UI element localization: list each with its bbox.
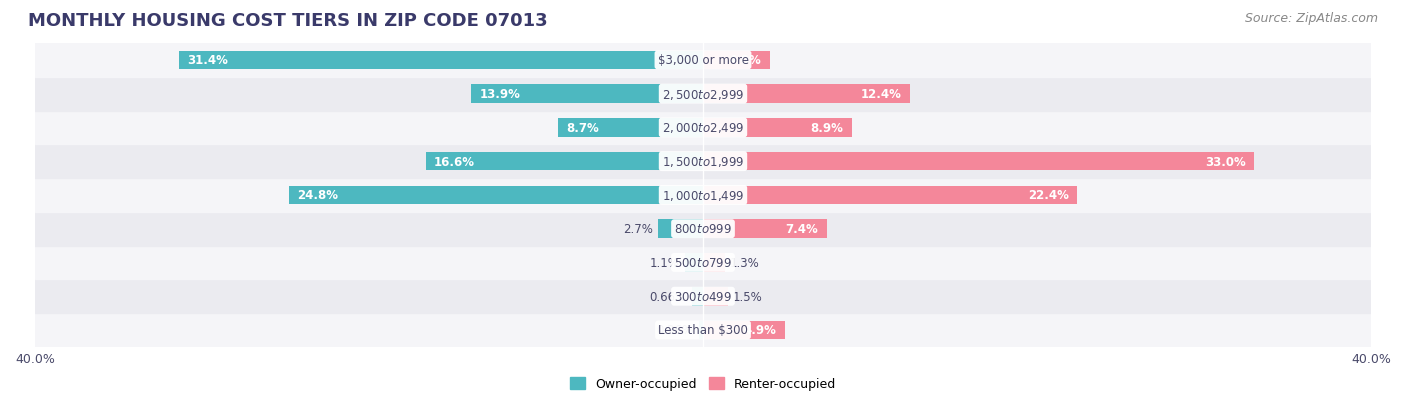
- Bar: [658, 220, 703, 238]
- Bar: [703, 85, 910, 104]
- Bar: [703, 287, 728, 306]
- Text: 13.9%: 13.9%: [479, 88, 520, 101]
- Text: $1,000 to $1,499: $1,000 to $1,499: [662, 188, 744, 202]
- Bar: [35, 111, 1371, 145]
- Text: $500 to $799: $500 to $799: [673, 256, 733, 269]
- Bar: [692, 287, 703, 306]
- Text: Less than $300: Less than $300: [658, 324, 748, 337]
- Text: 0.66%: 0.66%: [650, 290, 688, 303]
- Text: 22.4%: 22.4%: [1028, 189, 1069, 202]
- Text: 4.0%: 4.0%: [728, 54, 762, 67]
- Text: $800 to $999: $800 to $999: [673, 223, 733, 236]
- Text: 31.4%: 31.4%: [187, 54, 228, 67]
- Bar: [35, 212, 1371, 246]
- Text: 16.6%: 16.6%: [434, 155, 475, 168]
- Bar: [703, 119, 852, 138]
- Bar: [35, 178, 1371, 212]
- Text: $2,500 to $2,999: $2,500 to $2,999: [662, 88, 744, 101]
- Text: 1.1%: 1.1%: [650, 256, 679, 269]
- Legend: Owner-occupied, Renter-occupied: Owner-occupied, Renter-occupied: [565, 373, 841, 395]
- Text: MONTHLY HOUSING COST TIERS IN ZIP CODE 07013: MONTHLY HOUSING COST TIERS IN ZIP CODE 0…: [28, 12, 548, 30]
- Text: $1,500 to $1,999: $1,500 to $1,999: [662, 155, 744, 169]
- Text: $2,000 to $2,499: $2,000 to $2,499: [662, 121, 744, 135]
- Bar: [703, 52, 770, 70]
- Text: 2.7%: 2.7%: [623, 223, 652, 236]
- Bar: [703, 254, 724, 272]
- Bar: [426, 152, 703, 171]
- Bar: [703, 220, 827, 238]
- Bar: [288, 186, 703, 205]
- Bar: [471, 85, 703, 104]
- Bar: [703, 152, 1254, 171]
- Text: 0.26%: 0.26%: [657, 324, 693, 337]
- Bar: [35, 280, 1371, 313]
- Text: 8.9%: 8.9%: [810, 121, 844, 135]
- Text: 4.9%: 4.9%: [744, 324, 776, 337]
- Text: 8.7%: 8.7%: [567, 121, 599, 135]
- Bar: [699, 321, 703, 339]
- Bar: [703, 186, 1077, 205]
- Bar: [179, 52, 703, 70]
- Text: $300 to $499: $300 to $499: [673, 290, 733, 303]
- Text: 33.0%: 33.0%: [1205, 155, 1246, 168]
- Bar: [703, 321, 785, 339]
- Bar: [35, 44, 1371, 78]
- Bar: [35, 145, 1371, 178]
- Bar: [685, 254, 703, 272]
- Bar: [558, 119, 703, 138]
- Bar: [35, 313, 1371, 347]
- Text: 12.4%: 12.4%: [860, 88, 901, 101]
- Text: 24.8%: 24.8%: [297, 189, 339, 202]
- Text: Source: ZipAtlas.com: Source: ZipAtlas.com: [1244, 12, 1378, 25]
- Text: $3,000 or more: $3,000 or more: [658, 54, 748, 67]
- Text: 1.3%: 1.3%: [730, 256, 759, 269]
- Bar: [35, 78, 1371, 111]
- Bar: [35, 246, 1371, 280]
- Text: 7.4%: 7.4%: [786, 223, 818, 236]
- Text: 1.5%: 1.5%: [733, 290, 763, 303]
